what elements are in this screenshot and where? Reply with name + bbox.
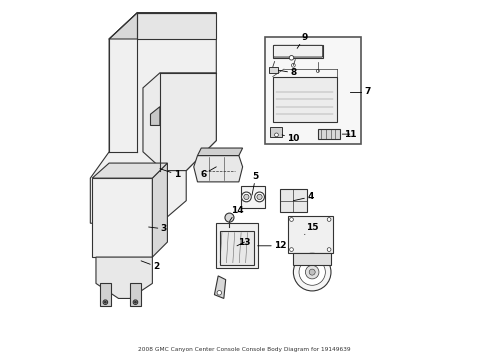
Polygon shape [152, 163, 167, 257]
Circle shape [298, 259, 325, 285]
Circle shape [316, 69, 319, 72]
Polygon shape [137, 13, 216, 39]
Text: 4: 4 [293, 193, 313, 202]
Text: 6: 6 [200, 167, 216, 179]
Circle shape [293, 253, 330, 291]
Circle shape [289, 217, 293, 221]
Text: 15: 15 [304, 222, 318, 234]
Polygon shape [92, 163, 167, 178]
Text: 11: 11 [342, 130, 355, 139]
FancyBboxPatch shape [268, 67, 278, 73]
Text: 3: 3 [148, 224, 166, 233]
Polygon shape [216, 223, 257, 268]
FancyBboxPatch shape [270, 127, 282, 137]
Circle shape [289, 55, 293, 60]
Circle shape [274, 133, 278, 137]
Polygon shape [100, 283, 111, 306]
Polygon shape [90, 13, 216, 223]
Circle shape [326, 248, 330, 251]
Polygon shape [317, 129, 340, 139]
Polygon shape [272, 77, 336, 122]
Circle shape [305, 265, 318, 279]
Polygon shape [293, 253, 330, 265]
Text: 8: 8 [278, 68, 296, 77]
Circle shape [326, 217, 330, 221]
Polygon shape [240, 186, 264, 208]
Circle shape [243, 194, 248, 199]
Text: 10: 10 [282, 134, 299, 143]
Polygon shape [214, 276, 225, 298]
Circle shape [291, 63, 295, 67]
Circle shape [254, 192, 264, 202]
FancyBboxPatch shape [264, 37, 360, 144]
Polygon shape [197, 148, 242, 156]
Polygon shape [109, 13, 216, 39]
Polygon shape [92, 178, 152, 257]
Text: 2008 GMC Canyon Center Console Console Body Diagram for 19149639: 2008 GMC Canyon Center Console Console B… [138, 347, 350, 352]
Text: 5: 5 [251, 172, 258, 195]
FancyBboxPatch shape [273, 45, 322, 57]
Text: 12: 12 [257, 241, 286, 250]
Text: 7: 7 [364, 87, 370, 96]
Text: 9: 9 [297, 33, 307, 48]
Polygon shape [220, 231, 253, 265]
Polygon shape [142, 73, 216, 171]
Polygon shape [272, 45, 323, 58]
Polygon shape [96, 257, 152, 298]
Circle shape [217, 291, 221, 295]
Text: 13: 13 [237, 238, 250, 247]
Polygon shape [193, 156, 242, 182]
Text: 14: 14 [229, 206, 243, 221]
Text: 1: 1 [160, 169, 180, 179]
Circle shape [289, 248, 293, 251]
Polygon shape [129, 283, 141, 306]
Polygon shape [280, 189, 306, 212]
Polygon shape [287, 216, 332, 253]
Circle shape [224, 213, 233, 222]
Polygon shape [150, 107, 160, 126]
Circle shape [308, 269, 315, 275]
Text: 2: 2 [141, 261, 159, 271]
Circle shape [134, 301, 136, 303]
Circle shape [104, 301, 106, 303]
Circle shape [256, 194, 262, 199]
Circle shape [241, 192, 251, 202]
